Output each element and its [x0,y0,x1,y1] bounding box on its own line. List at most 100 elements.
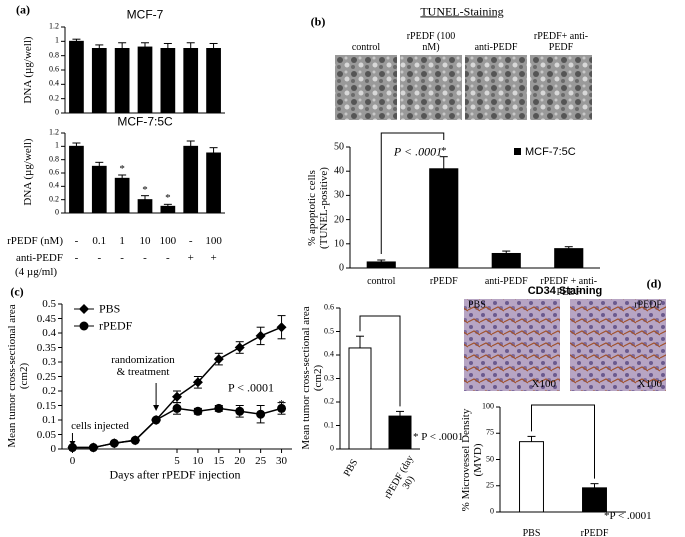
arrow-head [69,441,76,446]
y-tick-label: 0.6 [324,302,334,312]
micrograph [465,55,527,120]
y-tick-label: 1 [55,35,59,45]
image-label: rPEDF+ anti-PEDF [533,31,589,53]
legend-marker [79,321,89,331]
legend-label: PBS [99,301,121,316]
y-tick-label: 25 [486,480,494,490]
point [193,406,203,416]
annotation: *P < .0001 [604,509,652,522]
panel-label: (d) [646,276,662,291]
bar [91,165,107,214]
y-tick-label: 0 [330,443,334,453]
y-tick-label: 0.35 [36,341,56,354]
bracket [531,404,595,479]
panel-label: (a) [16,2,30,17]
legend-label: rPEDF [99,318,133,333]
row-value: 100 [205,234,222,247]
y-tick-label: 0.4 [324,349,334,359]
bar [69,40,84,114]
y-tick-label: 0.8 [49,154,59,164]
bar [491,252,521,269]
micrograph [464,299,560,391]
y-tick-label: 0.3 [324,373,334,383]
point [109,438,119,448]
point [130,435,140,445]
x-tick-label: 20 [234,454,246,467]
bar [183,48,199,114]
bar [160,48,176,114]
y-axis-label: Mean tumor cross-sectional area (cm2) [5,304,30,448]
row-value: - [74,251,79,264]
y-tick-label: 50 [334,141,344,153]
bar [91,48,107,114]
bar [388,415,412,450]
bar [348,347,372,450]
legend-swatch [514,148,521,155]
significance-star: * [441,144,447,157]
image-label: anti-PEDF [474,42,518,53]
image-label: rPEDF (100 nM) [406,31,456,53]
row-value: - [97,251,102,264]
y-tick-label: 0.6 [49,167,59,177]
bar [137,199,153,214]
x-tick-label: 10 [192,454,204,467]
y-tick-label: 1 [55,140,59,150]
y-axis-label: DNA (µg/well) [21,36,34,104]
y-tick-label: 50 [486,454,494,464]
y-tick-label: 0.1 [42,413,56,426]
x-tick-label: rPEDF [580,528,609,537]
x-tick-label: 0 [69,454,76,467]
y-tick-label: 0.6 [49,64,59,74]
bar [114,177,130,214]
y-tick-label: 20 [334,214,344,226]
y-tick-label: 0.8 [49,50,59,60]
point [276,322,287,333]
point [277,403,287,413]
point [213,354,224,365]
bar [206,48,221,114]
significance-star: * [119,162,125,175]
bracket [380,132,445,254]
annotation: * P < .0001 [413,430,464,443]
row-label: rPEDF (nM) [7,234,63,247]
micrograph [400,55,462,120]
x-axis-label: Days after rPEDF injection [109,467,241,482]
y-tick-label: 0.2 [42,384,56,397]
y-tick-label: 0 [339,262,344,274]
y-tick-label: 100 [482,401,494,411]
y-axis-label: % Microvessel Density (MVD) [459,408,484,512]
row-value: - [188,234,193,247]
row-label: anti-PEDF [15,251,63,264]
bar [137,46,153,114]
y-tick-label: 0.2 [49,93,59,103]
legend-label: MCF-7:5C [525,145,576,158]
point [88,443,98,453]
bar [366,261,396,269]
y-tick-label: 0.25 [36,370,56,383]
x-tick-label: 15 [213,454,225,467]
y-tick-label: 40 [334,165,344,177]
point [235,406,245,416]
bar [554,248,584,269]
x-tick-label: PBS [522,528,541,537]
image-label: X100 [531,377,556,390]
bar [582,487,607,513]
y-tick-label: 0.4 [49,78,59,88]
image-title: TUNEL-Staining [420,4,504,19]
x-tick-label: anti-PEDF [484,276,528,287]
y-axis-label: % apoptotic cells (TUNEL-positive) [305,167,330,249]
point [256,409,266,419]
micrograph [335,55,397,120]
bar [206,152,221,214]
y-tick-label: 1.2 [49,21,59,31]
y-tick-label: 0 [490,506,494,516]
point [172,403,182,413]
y-tick-label: 0.5 [42,297,56,310]
annotation: randomization & treatment [111,353,175,378]
point [151,415,161,425]
bar [429,168,459,269]
bar [183,145,199,214]
point [172,391,182,402]
